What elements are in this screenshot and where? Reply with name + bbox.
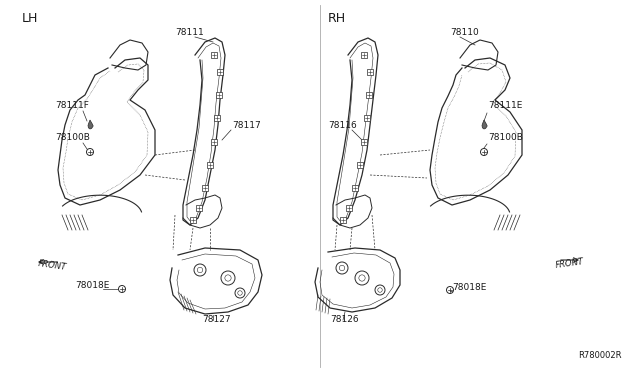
Text: 78100B: 78100B bbox=[55, 133, 90, 142]
Polygon shape bbox=[88, 120, 93, 129]
Text: 78116: 78116 bbox=[328, 121, 356, 130]
Bar bbox=[217, 69, 223, 75]
Text: 78018E: 78018E bbox=[452, 283, 486, 292]
Text: LH: LH bbox=[22, 12, 38, 25]
Polygon shape bbox=[482, 120, 487, 129]
Text: 78100B: 78100B bbox=[488, 133, 523, 142]
Text: R780002R: R780002R bbox=[579, 351, 622, 360]
Text: RH: RH bbox=[328, 12, 346, 25]
Text: FRONT: FRONT bbox=[38, 259, 68, 272]
Bar bbox=[211, 52, 217, 58]
Bar bbox=[361, 52, 367, 58]
Text: 78111F: 78111F bbox=[55, 101, 89, 110]
Bar bbox=[340, 217, 346, 223]
Bar bbox=[216, 92, 222, 98]
Bar bbox=[357, 162, 363, 168]
Bar bbox=[214, 115, 220, 121]
Bar bbox=[207, 162, 213, 168]
Text: 78111E: 78111E bbox=[488, 101, 522, 110]
Bar bbox=[190, 217, 196, 223]
Bar bbox=[366, 92, 372, 98]
Text: 78126: 78126 bbox=[330, 315, 358, 324]
Text: 78127: 78127 bbox=[202, 315, 230, 324]
Bar bbox=[361, 139, 367, 145]
Text: 78111: 78111 bbox=[175, 28, 204, 37]
Text: FRONT: FRONT bbox=[555, 257, 585, 270]
Bar bbox=[352, 185, 358, 191]
Bar bbox=[367, 69, 373, 75]
Bar bbox=[196, 205, 202, 211]
Bar bbox=[202, 185, 208, 191]
Bar bbox=[364, 115, 370, 121]
Bar bbox=[211, 139, 217, 145]
Text: 78110: 78110 bbox=[450, 28, 479, 37]
Bar bbox=[346, 205, 352, 211]
Text: 78018E: 78018E bbox=[75, 281, 109, 290]
Text: 78117: 78117 bbox=[232, 121, 260, 130]
